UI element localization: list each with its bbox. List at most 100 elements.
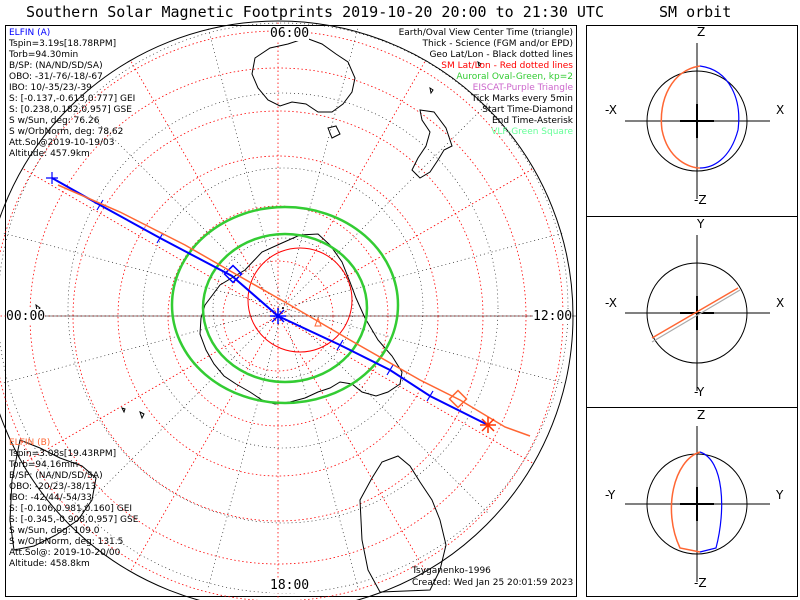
elfin-a-line: Att.Sol@2019-10-19/03 [9,138,115,148]
geo-lon-spoke [77,307,284,514]
elfin-a-name: ELFIN (A) [9,28,51,38]
elfin-b-line: IBO: -42/44/-54/33 [9,493,92,503]
elfin-b-asterisk [480,417,496,433]
orbit1-right-label: X [776,103,785,117]
elfin-a-orbit [651,289,741,343]
auroral-oval-inner [201,232,369,384]
elfin-a-tick [336,339,344,351]
sm-lon-spoke [277,315,426,572]
legend-item: Start Time-Diamond [482,105,573,115]
orbit-title: SM orbit [659,3,732,21]
geo-lat-circle [142,167,424,449]
elfin-b-track [57,184,531,437]
orbit3-left-label: -Y [605,488,616,502]
elfin-a-line: S: [0.238,0.182,0.957] GSE [9,105,132,115]
sm-lon-spoke [130,60,279,317]
orbit3-top-label: Z [697,408,706,422]
auroral-ovals [170,205,400,405]
sm-lon-spoke [277,315,534,464]
elfin-b-start-diamond [448,389,468,409]
geo-lat-circle [0,22,569,594]
clock-label-top: 06:00 [270,26,310,41]
legend-item: Geo Lat/Lon - Black dotted lines [429,50,573,60]
orbit1-bottom-label: -Z [694,193,707,207]
geo-lon-spoke [282,27,359,309]
elfin-b-orbit [660,65,701,169]
orbit-frame [586,25,798,597]
geo-lon-spoke [2,307,284,384]
main-title: Southern Solar Magnetic Footprints 2019-… [26,3,604,21]
legend-item: End Time-Asterisk [491,116,573,126]
sm-lon-spoke [22,315,279,464]
satellite-tracks [46,172,531,437]
legend: Earth/Oval View Center Time (triangle) T… [399,28,573,138]
elfin-b-line: S w/OrbNorm, deg: 131.5 [9,537,124,547]
south-america-outline [359,455,447,593]
elfin-b-orbit [651,287,739,339]
sm-pole-circle [247,247,353,353]
elfin-b-line: Tspin=3.08s[19.43RPM] [9,449,117,459]
legend-item: Tick Marks every 5min [471,94,573,104]
elfin-a-tick [386,364,394,376]
orbit1-top-label: Z [697,25,706,39]
elfin-b-orbit [670,451,701,553]
elfin-b-line: S: [-0.106,0.981,0.160] GEI [9,504,133,514]
clock-label-right: 12:00 [533,309,573,324]
orbit1-left-label: -X [605,103,617,117]
elfin-a-line: Altitude: 457.9km [9,149,90,159]
created-label: Created: Wed Jan 25 20:01:59 2023 [412,578,574,588]
geo-lon-spoke [282,232,564,309]
elfin-b-line: Att.Sol@: 2019-10-20/00 [9,548,121,558]
clock-label-bottom: 18:00 [270,578,310,593]
auroral-oval-outer [170,205,400,405]
elfin-a-orbit [699,451,723,553]
elfin-a-end-marker [46,172,58,184]
sm-lon-spoke [130,315,279,572]
elfin-a-line: Torb=94.30min [9,50,79,60]
orbit2-left-label: -X [605,296,617,310]
elfin-a-tick [426,390,434,402]
geo-lon-spoke [282,102,489,309]
antarctica-outline [199,233,403,405]
elfin-b-line: S: [-0.345,-0.908,0.957] GSE [9,515,139,525]
main-plot-frame [5,25,577,597]
legend-item: Auroral Oval-Green, kp=2 [456,72,573,82]
elfin-a-tick [96,199,104,211]
elfin-a-orbit [699,65,740,169]
geo-lon-spoke [77,102,284,309]
sm-lon-spoke [22,168,279,317]
africa-outline [9,439,97,551]
elfin-b-line: Altitude: 458.8km [9,559,90,569]
sm-lon-spoke [277,168,534,317]
elfin-a-line: IBO: 10/-35/23/-39 [9,83,92,93]
elfin-b-line: Torb=94.16min [9,460,79,470]
geo-lon-spoke [282,307,564,384]
geo-lon-spoke [2,232,284,309]
legend-item: Thick - Science (FGM and/or EPD) [422,39,573,49]
elfin-a-line: S w/OrbNorm, deg: 78.62 [9,127,124,137]
sm-lon-spoke [277,60,426,317]
geo-lon-spoke [282,307,359,589]
elfin-a-line: S w/Sun, deg: 76.26 [9,116,100,126]
clock-label-left: 00:00 [6,309,46,324]
model-label: Tsyganenko-1996 [412,566,491,576]
polar-grid [0,20,576,600]
orbit3-right-label: Y [776,488,784,502]
elfin-a-tick [156,232,164,244]
elfin-b-line: OBO: -20/23/-38/13 [9,482,97,492]
new-zealand-outline [411,109,453,179]
orbit-panels [625,43,770,582]
geo-lon-spoke [207,307,284,589]
australia-outline [251,37,356,113]
elfin-a-line: OBO: -31/-76/-18/-67 [9,72,103,82]
orbit3-bottom-label: -Z [694,576,707,590]
elfin-b-name: ELFIN (B) [9,438,51,448]
elfin-a-line: B/SP: (NA/ND/SD/SA) [9,61,103,71]
elfin-b-triangle [314,316,322,327]
tasmania-outline [327,125,341,139]
geo-lat-circle [67,92,499,524]
legend-item: EISCAT-Purple Triangle [472,83,573,93]
elfin-b-line: S w/Sun, deg: 109.0 [9,526,100,536]
legend-item: SM Lat/Lon - Red dotted lines [441,61,573,71]
